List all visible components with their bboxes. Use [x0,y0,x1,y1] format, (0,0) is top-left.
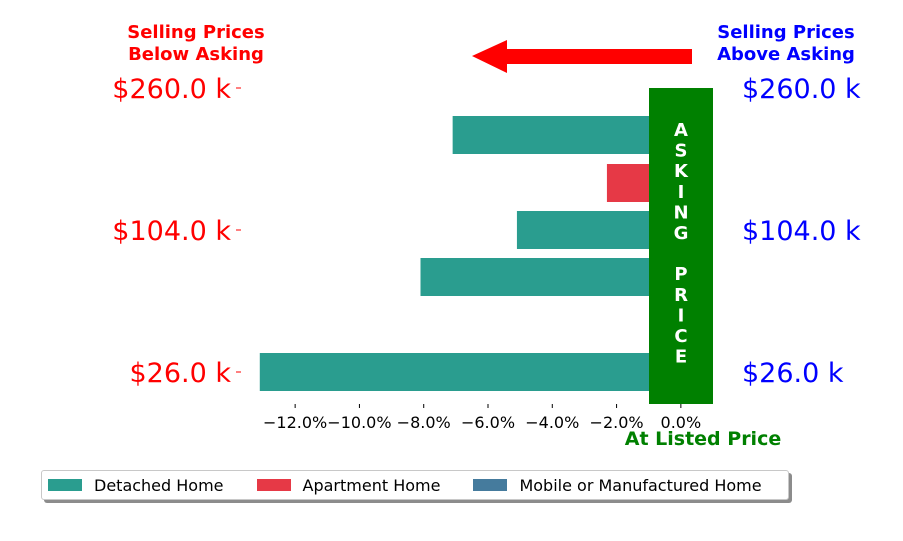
right-header-line1: Selling Prices [717,22,854,43]
x-tick-label: −8.0% [397,413,451,432]
asking-band-letter: G [674,223,689,244]
asking-band-letter: I [678,305,685,326]
asking-band-letter: A [674,120,688,141]
x-tick-label: −6.0% [461,413,515,432]
legend-swatch [473,479,508,491]
x-tick-label: −10.0% [327,413,391,432]
x-tick-label: −12.0% [263,413,327,432]
y-tick-label-left: $26.0 k [129,358,231,389]
x-axis-label: At Listed Price [625,428,781,450]
legend-swatch [256,479,291,491]
legend-label: Apartment Home [302,475,441,495]
legend-label: Mobile or Manufactured Home [519,475,762,495]
y-tick-label-left: $260.0 k [112,74,231,105]
y-tick-label-right: $26.0 k [742,358,844,389]
x-tick-label: −2.0% [590,413,644,432]
legend: Detached Home Apartment Home Mobile or Man… [41,470,789,500]
asking-band-letter: I [678,182,685,203]
asking-band-letter: N [673,202,688,223]
right-header-line2: Above Asking [717,44,855,65]
y-tick-label-right: $260.0 k [742,74,861,105]
asking-band-letter: C [674,326,687,347]
legend-swatch [48,479,82,491]
y-tick-label-left: $104.0 k [112,216,231,247]
x-tick-label: 0.0% [661,413,702,432]
bar-1 [452,116,681,154]
asking-band-letter: E [675,347,687,368]
asking-band-letter: P [674,264,687,285]
asking-band-letter: R [674,285,688,306]
legend-item: Detached Home [48,476,224,495]
legend-label: Detached Home [94,475,224,495]
asking-price-band [649,88,713,404]
legend-item: Apartment Home [256,475,441,495]
x-tick-label: −4.0% [525,413,579,432]
direction-arrow [472,40,692,73]
asking-band-letter: K [674,161,689,182]
asking-band-letter: S [675,141,688,162]
bar-4 [420,258,681,296]
y-tick-label-right: $104.0 k [742,216,861,247]
bar-5 [259,353,681,391]
left-header-line1: Selling Prices [127,22,264,43]
left-header-line2: Below Asking [128,44,264,65]
legend-item: Mobile or Manufactured Home [473,475,762,495]
